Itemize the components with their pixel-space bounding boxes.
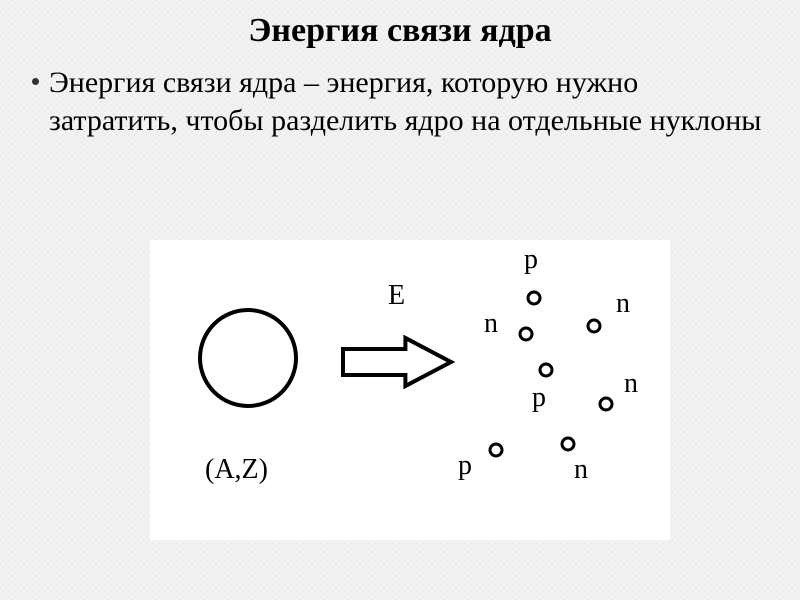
binding-energy-diagram: (A,Z) Ep n n p n p n bbox=[150, 240, 670, 540]
slide-root: Энергия связи ядра Энергия связи ядра – … bbox=[0, 0, 800, 600]
particle-label: n bbox=[484, 308, 498, 339]
bullet-icon bbox=[32, 78, 39, 85]
nucleus-circle bbox=[200, 310, 296, 406]
particle-label: n bbox=[574, 454, 588, 485]
particle-0: p bbox=[524, 244, 540, 304]
nucleus-label: (A,Z) bbox=[205, 454, 268, 485]
particle-6: n bbox=[562, 438, 588, 485]
particle-2: n bbox=[588, 288, 630, 332]
particle-3: p bbox=[532, 364, 552, 413]
particle-ring-icon bbox=[520, 328, 532, 340]
bullet-row: Энергия связи ядра – энергия, которую ну… bbox=[30, 64, 770, 141]
arrow-icon bbox=[343, 338, 451, 386]
particle-label: p bbox=[524, 244, 538, 275]
particle-ring-icon bbox=[588, 320, 600, 332]
particle-ring-icon bbox=[490, 444, 502, 456]
particle-5: p bbox=[458, 444, 502, 481]
particle-4: n bbox=[600, 368, 638, 410]
energy-label: E bbox=[388, 280, 405, 311]
particle-label: n bbox=[616, 288, 630, 319]
particle-label: p bbox=[532, 382, 546, 413]
particle-label: n bbox=[624, 368, 638, 399]
slide-title: Энергия связи ядра bbox=[30, 12, 770, 50]
particle-ring-icon bbox=[540, 364, 552, 376]
particle-ring-icon bbox=[562, 438, 574, 450]
particle-ring-icon bbox=[600, 398, 612, 410]
particle-label: p bbox=[458, 450, 472, 481]
definition-text: Энергия связи ядра – энергия, которую ну… bbox=[49, 64, 770, 141]
particle-1: n bbox=[484, 308, 532, 340]
diagram-container: (A,Z) Ep n n p n p n bbox=[150, 240, 670, 540]
particle-ring-icon bbox=[528, 292, 540, 304]
